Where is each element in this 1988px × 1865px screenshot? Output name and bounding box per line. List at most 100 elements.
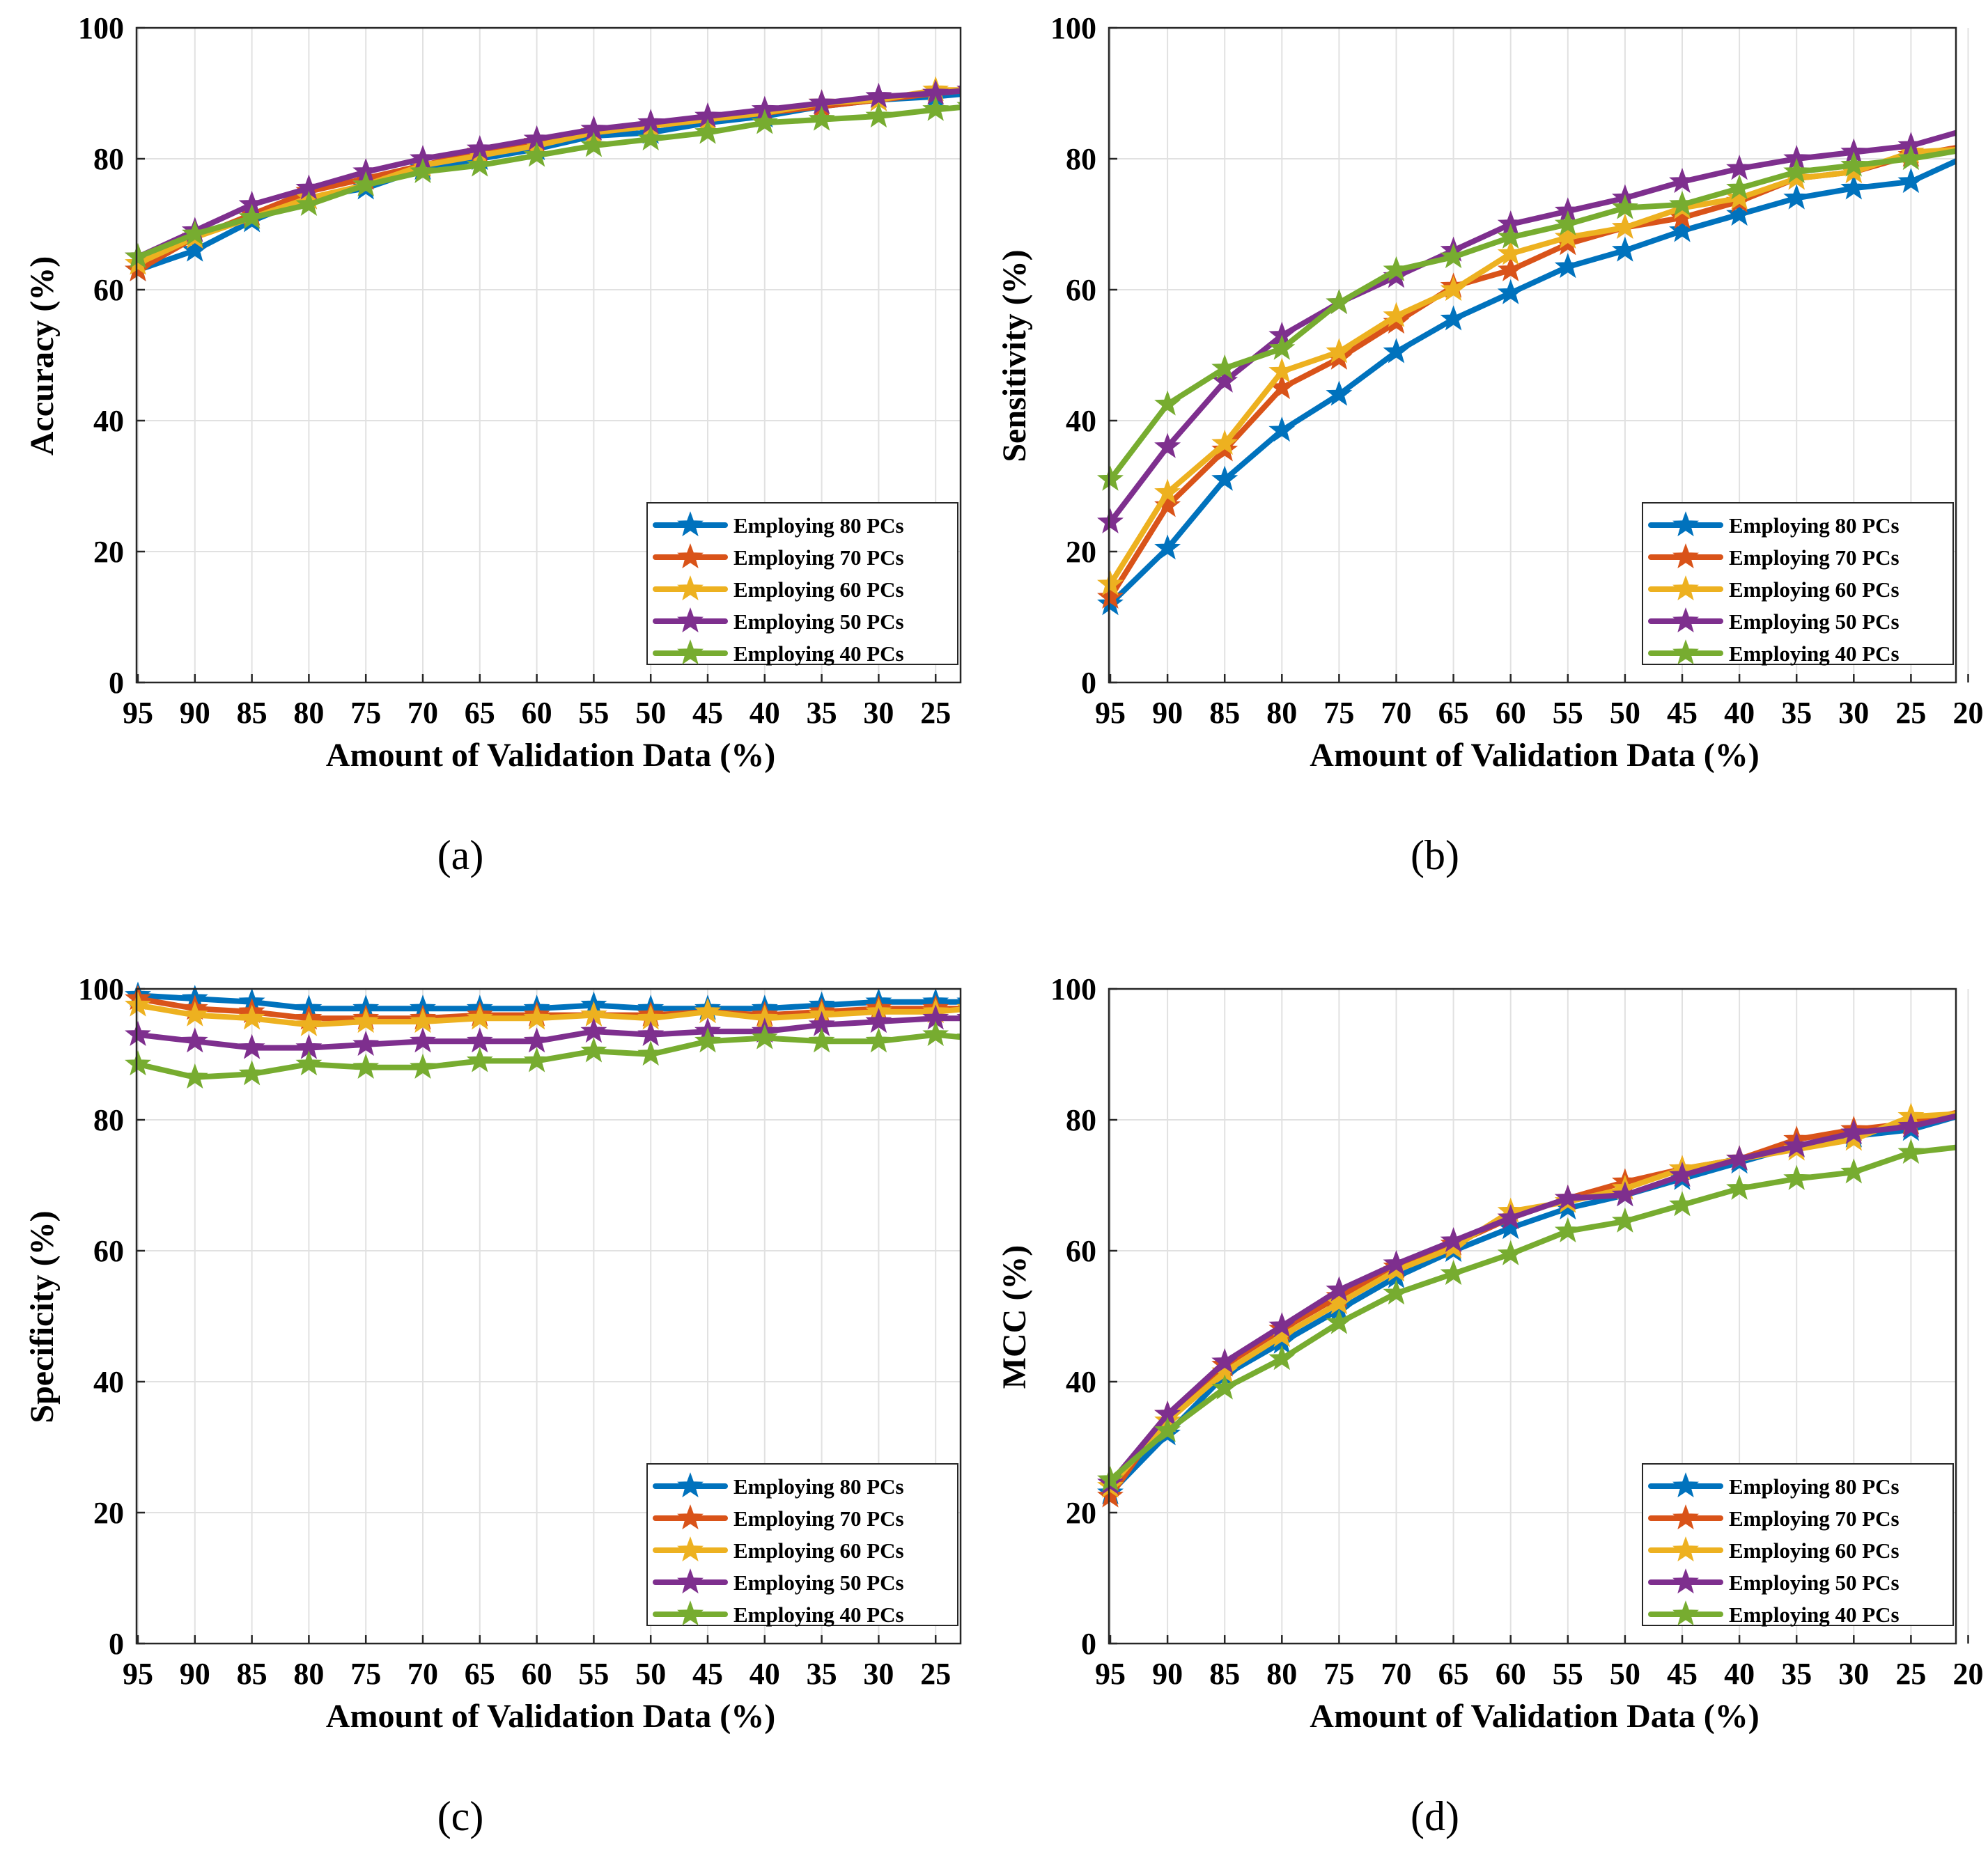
x-tick-label: 45 (1667, 696, 1698, 730)
x-tick-label: 40 (750, 696, 780, 730)
data-point-star (1897, 1112, 1925, 1138)
y-tick-label: 20 (93, 535, 124, 569)
axes-frame (135, 26, 962, 684)
legend: Employing 80 PCs Employing 70 PCs Employin… (1642, 502, 1954, 666)
data-point-star (1897, 145, 1925, 171)
legend-label: Employing 50 PCs (733, 1570, 904, 1595)
data-point-star (1211, 1348, 1238, 1373)
chart-panel-b: 95 90 85 80 75 70 65 60 55 50 45 40 35 30 25 20 0 20 40 60 8… (996, 11, 1984, 878)
data-point-star (523, 1027, 550, 1053)
data-point-star (694, 118, 721, 144)
data-point-star (1154, 1417, 1181, 1442)
data-point-star (865, 1008, 892, 1033)
series-group (1097, 125, 1956, 616)
x-tick-label: 95 (123, 696, 153, 730)
data-point-star (125, 1050, 151, 1076)
x-tick-label: 80 (1266, 696, 1297, 730)
data-point-star (637, 1020, 665, 1046)
data-point-star (1783, 1132, 1810, 1157)
x-axis-label: Amount of Validation Data (%) (326, 1698, 775, 1735)
x-tick-label: 65 (1438, 1657, 1469, 1691)
legend-item: Employing 60 PCs (1648, 1536, 1900, 1563)
data-point-star (238, 1004, 265, 1030)
data-point-star (352, 171, 380, 196)
data-point-star (1611, 194, 1638, 219)
y-tick-label: 80 (93, 1103, 124, 1137)
data-point-star (1440, 1226, 1467, 1253)
x-tick-label: 80 (293, 1657, 324, 1691)
data-point-star (1783, 184, 1810, 210)
panel-caption: (d) (1411, 1793, 1459, 1839)
data-point-star (181, 1027, 208, 1053)
data-point-star (1783, 1164, 1810, 1190)
legend-label: Employing 50 PCs (733, 609, 904, 634)
data-point-star (1840, 151, 1867, 177)
legend-item: Employing 50 PCs (1648, 1568, 1900, 1595)
legend-item: Employing 70 PCs (1648, 543, 1900, 570)
legend-label: Employing 60 PCs (733, 1538, 904, 1563)
data-point-star (1326, 1309, 1353, 1334)
x-tick-label: 25 (1895, 696, 1926, 730)
data-point-star (1268, 1312, 1296, 1338)
y-tick-label: 40 (1066, 1365, 1096, 1399)
data-point-star (1611, 213, 1638, 239)
data-point-star (580, 1017, 607, 1043)
x-tick-label: 55 (578, 1657, 609, 1691)
x-tick-label: 50 (1610, 1657, 1640, 1691)
x-axis-label: Amount of Validation Data (%) (1310, 737, 1759, 774)
x-tick-label: 90 (1152, 696, 1183, 730)
x-tick-label: 20 (1953, 696, 1984, 730)
data-point-star (523, 1047, 550, 1072)
y-tick-label: 0 (1081, 1627, 1096, 1661)
data-point-star (466, 151, 493, 177)
x-tick-label: 45 (692, 1657, 723, 1691)
legend-star (677, 1536, 704, 1562)
legend-box (1642, 1463, 1954, 1626)
data-point-star (1840, 1118, 1867, 1144)
y-tick-label: 0 (1081, 666, 1096, 700)
data-point-star (1726, 155, 1753, 180)
series-group (125, 76, 961, 281)
x-tick-label: 70 (1381, 1657, 1412, 1691)
legend-label: Employing 80 PCs (733, 1474, 904, 1499)
legend-item: Employing 60 PCs (1648, 575, 1900, 602)
legend-star (677, 1600, 704, 1626)
data-point-star (1897, 167, 1925, 194)
legend-star (1672, 639, 1699, 665)
data-point-star (466, 1047, 493, 1072)
data-point-star (1154, 534, 1181, 560)
data-point-star (1497, 240, 1524, 265)
data-point-star (1669, 1161, 1695, 1187)
data-point-star (580, 132, 607, 157)
data-point-star (1726, 1174, 1753, 1200)
legend-item: Employing 70 PCs (653, 1504, 904, 1531)
data-point-star (956, 1033, 961, 1037)
legend-item: Employing 50 PCs (653, 607, 904, 634)
data-point-star (1440, 305, 1467, 331)
legend-label: Employing 40 PCs (1729, 1602, 1900, 1627)
legend-label: Employing 80 PCs (1729, 513, 1900, 538)
series-group (125, 981, 961, 1089)
legend-label: Employing 60 PCs (1729, 577, 1900, 602)
y-tick-label: 100 (78, 972, 124, 1006)
legend-star (677, 1568, 704, 1594)
x-tick-label: 90 (180, 696, 210, 730)
series-line (135, 1031, 961, 1080)
legend-label: Employing 60 PCs (1729, 1538, 1900, 1563)
x-tick-label: 35 (1781, 1657, 1812, 1691)
x-tick-label: 50 (1610, 696, 1640, 730)
data-point-star (956, 1013, 961, 1017)
data-point-star (1326, 288, 1353, 314)
data-point-star (238, 1033, 265, 1059)
legend: Employing 80 PCs Employing 70 PCs Employin… (646, 502, 958, 666)
data-point-star (1554, 253, 1581, 279)
data-point-star (1326, 1276, 1353, 1302)
data-point-star (808, 1027, 835, 1053)
data-point-star (1097, 570, 1124, 596)
legend-star (677, 639, 704, 665)
data-point-star (956, 85, 961, 89)
data-point-star (956, 1004, 961, 1008)
legend-item: Employing 40 PCs (1648, 1600, 1900, 1627)
x-tick-label: 90 (1152, 1657, 1183, 1691)
data-point-star (1554, 210, 1581, 236)
